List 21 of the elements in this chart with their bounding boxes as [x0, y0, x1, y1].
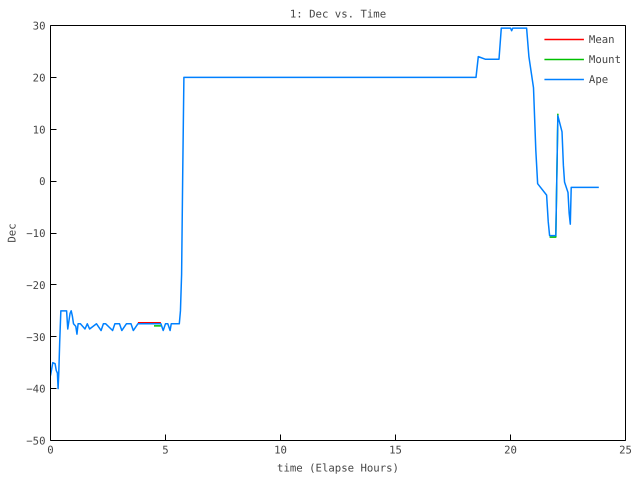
legend-label: Ape: [588, 72, 609, 86]
legend-label: Mount: [588, 52, 621, 66]
chart-title: 1: Dec vs. Time: [290, 8, 386, 20]
x-tick-label: 5: [162, 444, 169, 456]
y-tick-label: −50: [26, 434, 46, 448]
x-tick-label: 25: [619, 444, 632, 456]
y-tick-label: 20: [32, 71, 46, 84]
y-axis-title: Dec: [5, 223, 18, 243]
x-tick-label: 20: [504, 444, 517, 456]
y-tick-label: −30: [26, 330, 46, 344]
y-tick-label: 30: [32, 20, 46, 32]
x-axis-title: time (Elapse Hours): [277, 462, 399, 474]
legend-label: Mean: [588, 32, 615, 46]
x-tick-label: 15: [389, 444, 402, 456]
y-tick-label: −40: [26, 382, 46, 396]
x-tick-label: 10: [274, 444, 287, 456]
y-tick-label: −10: [26, 227, 46, 240]
x-tick-label: 0: [47, 444, 54, 456]
y-tick-label: 10: [32, 123, 46, 136]
y-tick-label: −20: [26, 278, 46, 292]
y-tick-label: 0: [39, 175, 46, 188]
